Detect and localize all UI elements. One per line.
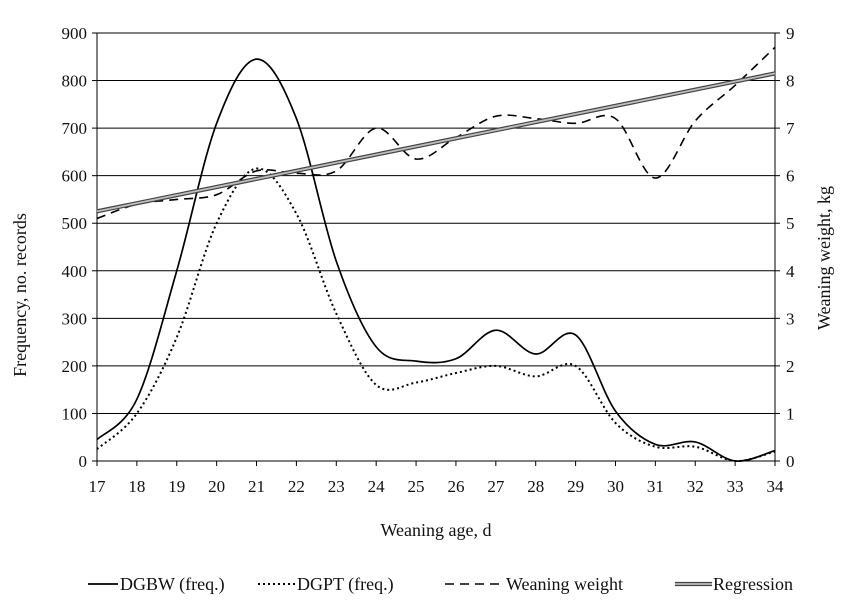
right-tick-label: 8 [786, 72, 795, 91]
x-tick-label: 24 [368, 477, 386, 496]
x-tick-label: 30 [607, 477, 624, 496]
x-tick-label: 21 [248, 477, 265, 496]
right-axis-title: Weaning weight, kg [814, 186, 834, 330]
right-tick-label: 1 [786, 404, 795, 423]
right-tick-label: 5 [786, 214, 795, 233]
left-tick-label: 200 [62, 357, 88, 376]
x-tick-label: 32 [687, 477, 704, 496]
x-tick-label: 26 [447, 477, 464, 496]
right-axis-ticks: 0 1 2 3 4 5 6 7 8 9 [775, 24, 795, 471]
left-tick-label: 400 [62, 262, 88, 281]
series-line-dgpt-freq [96, 167, 776, 463]
gridlines [97, 32, 775, 414]
left-tick-label: 600 [62, 167, 88, 186]
x-tick-label: 17 [89, 477, 107, 496]
right-tick-label: 0 [786, 452, 795, 471]
left-tick-label: 900 [62, 24, 88, 43]
axes [96, 33, 776, 462]
right-tick-label: 9 [786, 24, 795, 43]
right-tick-label: 7 [786, 119, 795, 138]
series-line-regression-inner [96, 72, 776, 213]
legend-label-dgpt-freq: DGPT (freq.) [297, 574, 394, 595]
left-tick-label: 300 [62, 309, 88, 328]
right-tick-label: 2 [786, 357, 795, 376]
legend: DGBW (freq.) DGPT (freq.) Weaning weight Re… [88, 574, 793, 595]
left-tick-label: 100 [62, 404, 88, 423]
x-tick-label: 33 [727, 477, 744, 496]
left-tick-label: 800 [62, 72, 88, 91]
series-line-weaning-weight [96, 46, 776, 220]
x-tick-label: 25 [408, 477, 425, 496]
x-tick-label: 20 [208, 477, 225, 496]
right-tick-label: 3 [786, 309, 795, 328]
x-tick-label: 29 [567, 477, 584, 496]
x-tick-label: 31 [647, 477, 664, 496]
left-tick-label: 500 [62, 214, 88, 233]
x-tick-label: 18 [128, 477, 145, 496]
x-tick-label: 19 [168, 477, 185, 496]
right-tick-label: 4 [786, 262, 795, 281]
x-tick-label: 28 [527, 477, 544, 496]
right-tick-label: 6 [786, 167, 795, 186]
x-tick-label: 34 [767, 477, 785, 496]
x-axis-title: Weaning age, d [380, 520, 491, 540]
x-tick-label: 27 [487, 477, 505, 496]
left-axis-ticks: 0 100 200 300 400 500 600 700 800 900 [62, 24, 97, 471]
series-layer [96, 46, 776, 463]
left-tick-label: 700 [62, 119, 88, 138]
legend-label-weaning-weight: Weaning weight [506, 574, 623, 594]
x-tick-label: 23 [328, 477, 345, 496]
x-axis-ticks: 17 18 19 20 21 22 23 24 25 26 27 28 29 30 31 32 33 34 [89, 461, 785, 496]
left-tick-label: 0 [79, 452, 88, 471]
left-axis-title: Frequency, no. records [10, 213, 30, 377]
series-line-dgbw-freq [96, 58, 776, 462]
x-tick-label: 22 [288, 477, 305, 496]
legend-label-dgbw-freq: DGBW (freq.) [120, 574, 225, 595]
legend-label-regression: Regression [713, 574, 793, 594]
